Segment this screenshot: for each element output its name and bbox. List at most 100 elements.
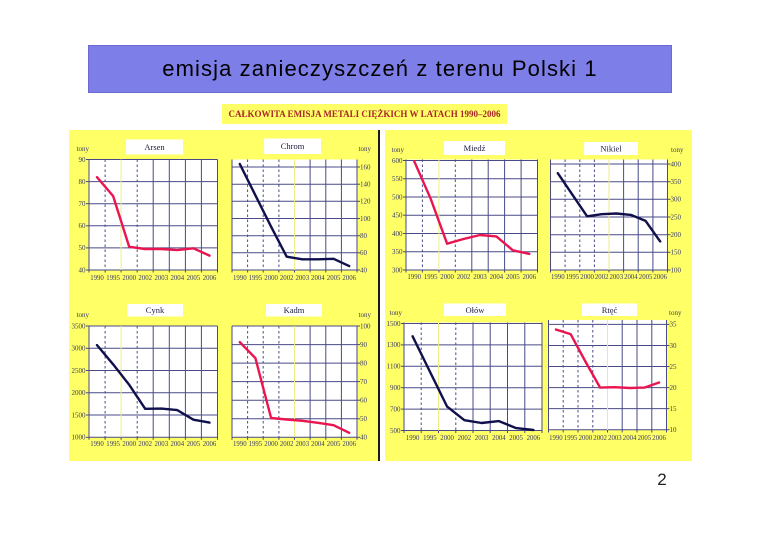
- svg-text:tony: tony: [671, 146, 684, 154]
- svg-text:1990: 1990: [406, 435, 420, 442]
- svg-text:10: 10: [670, 426, 678, 434]
- svg-text:150: 150: [671, 249, 682, 257]
- svg-text:90: 90: [360, 341, 368, 349]
- svg-text:80: 80: [360, 232, 368, 240]
- svg-text:300: 300: [671, 196, 682, 204]
- svg-text:450: 450: [392, 212, 403, 220]
- svg-text:550: 550: [392, 175, 403, 183]
- svg-text:1995: 1995: [424, 274, 438, 281]
- svg-text:2005: 2005: [187, 441, 201, 448]
- svg-text:2005: 2005: [327, 441, 341, 448]
- svg-text:1995: 1995: [249, 441, 263, 448]
- svg-text:2002: 2002: [458, 435, 472, 442]
- svg-text:2003: 2003: [155, 275, 169, 282]
- svg-text:2006: 2006: [203, 275, 217, 282]
- svg-text:100: 100: [671, 266, 682, 274]
- svg-text:2003: 2003: [296, 441, 310, 448]
- svg-text:2004: 2004: [171, 275, 185, 282]
- svg-text:2000: 2000: [580, 274, 594, 281]
- svg-text:tony: tony: [77, 145, 90, 153]
- svg-text:400: 400: [392, 230, 403, 238]
- svg-text:2006: 2006: [527, 435, 541, 442]
- svg-text:160: 160: [360, 163, 371, 171]
- svg-text:400: 400: [671, 160, 682, 168]
- svg-text:2004: 2004: [490, 274, 504, 281]
- svg-text:Rtęć: Rtęć: [602, 305, 618, 315]
- svg-text:1990: 1990: [90, 275, 104, 282]
- svg-text:2006: 2006: [523, 274, 537, 281]
- svg-text:1995: 1995: [564, 435, 578, 442]
- svg-text:Kadm: Kadm: [284, 305, 305, 315]
- svg-text:Chrom: Chrom: [281, 141, 305, 151]
- svg-text:2000: 2000: [72, 389, 87, 397]
- svg-text:2006: 2006: [342, 441, 356, 448]
- svg-text:3000: 3000: [72, 345, 87, 353]
- svg-text:100: 100: [360, 322, 371, 330]
- svg-text:2005: 2005: [187, 275, 201, 282]
- svg-text:2002: 2002: [593, 435, 607, 442]
- svg-text:2000: 2000: [264, 275, 278, 282]
- svg-text:60: 60: [79, 222, 87, 230]
- svg-text:2005: 2005: [509, 435, 523, 442]
- svg-text:2002: 2002: [457, 274, 471, 281]
- svg-text:2000: 2000: [579, 435, 593, 442]
- svg-text:2002: 2002: [138, 275, 152, 282]
- svg-text:1995: 1995: [423, 435, 437, 442]
- svg-text:2002: 2002: [595, 274, 609, 281]
- svg-text:2005: 2005: [638, 435, 652, 442]
- svg-text:2003: 2003: [473, 274, 487, 281]
- svg-text:2002: 2002: [280, 275, 294, 282]
- svg-text:2006: 2006: [203, 441, 217, 448]
- svg-text:2002: 2002: [138, 441, 152, 448]
- svg-text:1995: 1995: [566, 274, 580, 281]
- svg-text:600: 600: [392, 157, 403, 165]
- svg-text:2004: 2004: [311, 275, 325, 282]
- svg-text:1500: 1500: [387, 320, 402, 328]
- svg-text:80: 80: [360, 359, 368, 367]
- svg-text:60: 60: [360, 249, 368, 257]
- svg-text:Nikiel: Nikiel: [600, 144, 622, 154]
- svg-text:1990: 1990: [549, 435, 563, 442]
- svg-text:40: 40: [79, 266, 87, 274]
- svg-text:350: 350: [671, 178, 682, 186]
- svg-text:20: 20: [670, 384, 678, 392]
- svg-text:2003: 2003: [610, 274, 624, 281]
- svg-text:tony: tony: [359, 145, 372, 153]
- svg-text:60: 60: [360, 397, 368, 405]
- svg-text:1990: 1990: [551, 274, 565, 281]
- svg-text:tony: tony: [77, 311, 90, 319]
- svg-text:1000: 1000: [72, 434, 87, 442]
- svg-text:1990: 1990: [233, 441, 247, 448]
- svg-text:2002: 2002: [280, 441, 294, 448]
- svg-text:tony: tony: [359, 311, 372, 319]
- svg-text:80: 80: [79, 178, 87, 186]
- svg-text:2004: 2004: [624, 274, 638, 281]
- svg-text:1500: 1500: [72, 411, 87, 419]
- svg-text:1995: 1995: [106, 441, 120, 448]
- svg-text:1995: 1995: [249, 275, 263, 282]
- svg-text:1995: 1995: [106, 275, 120, 282]
- svg-text:Ołów: Ołów: [466, 305, 486, 315]
- svg-text:tony: tony: [669, 309, 682, 317]
- svg-text:50: 50: [79, 244, 87, 252]
- svg-text:tony: tony: [390, 309, 403, 317]
- svg-text:2000: 2000: [440, 274, 454, 281]
- svg-text:70: 70: [360, 378, 368, 386]
- svg-text:3500: 3500: [72, 322, 87, 330]
- svg-text:900: 900: [390, 384, 401, 392]
- svg-text:Cynk: Cynk: [146, 305, 165, 315]
- svg-text:2005: 2005: [506, 274, 520, 281]
- svg-text:Arsen: Arsen: [144, 142, 165, 152]
- svg-text:500: 500: [390, 427, 401, 435]
- svg-text:200: 200: [671, 231, 682, 239]
- svg-text:2004: 2004: [492, 435, 506, 442]
- svg-text:2003: 2003: [475, 435, 489, 442]
- svg-text:40: 40: [360, 434, 368, 442]
- svg-text:1300: 1300: [387, 341, 402, 349]
- svg-text:120: 120: [360, 198, 371, 206]
- svg-text:50: 50: [360, 415, 368, 423]
- svg-text:1100: 1100: [387, 363, 401, 371]
- svg-text:2000: 2000: [264, 441, 278, 448]
- svg-text:140: 140: [360, 181, 371, 189]
- svg-text:90: 90: [79, 156, 87, 164]
